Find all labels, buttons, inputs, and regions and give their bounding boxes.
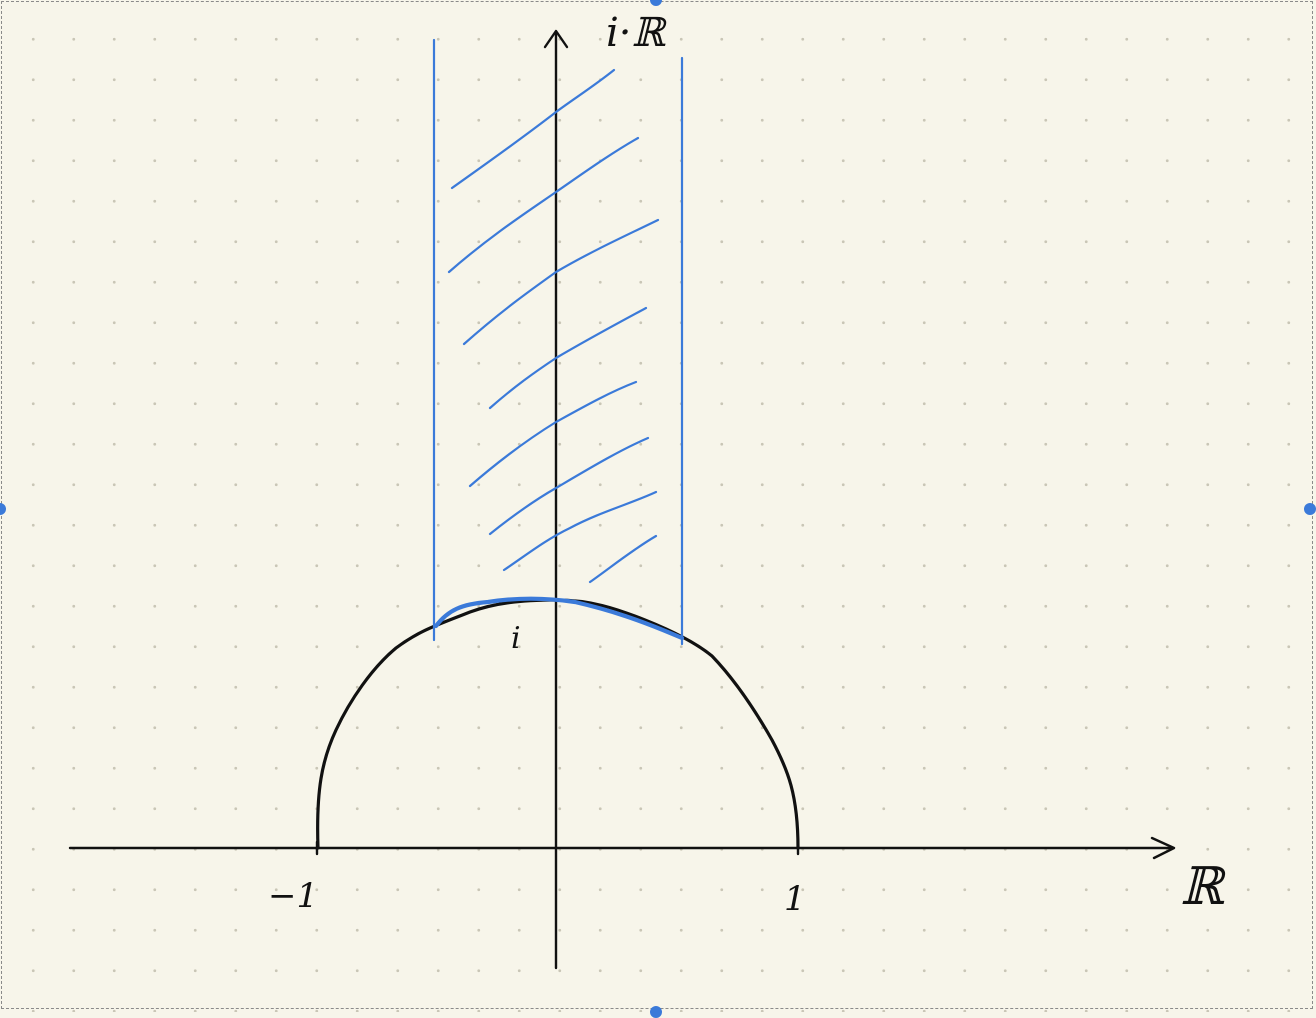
hatch-stroke (447, 136, 640, 274)
resize-handle-top[interactable] (650, 0, 662, 6)
imaginary-axis-label: i·ℝ (606, 10, 668, 56)
point-i-label: i (511, 621, 521, 656)
hatch-stroke (462, 218, 660, 346)
hatch-stroke (502, 490, 658, 572)
resize-handle-bottom[interactable] (650, 1006, 662, 1018)
tick-label-one: 1 (784, 879, 806, 919)
real-axis-label: ℝ (1180, 857, 1227, 917)
resize-handle-right[interactable] (1304, 503, 1316, 515)
imaginary-axis-arrowhead (543, 29, 569, 49)
hatch-stroke (488, 436, 650, 536)
hatch-stroke (488, 306, 648, 410)
hatch-stroke (588, 534, 658, 584)
hatch-stroke (468, 380, 638, 488)
strip-arc-boundary (433, 596, 685, 641)
resize-handle-left[interactable] (0, 503, 6, 515)
strip-hatching (447, 68, 660, 584)
unit-semicircle (316, 598, 800, 850)
hatch-stroke (450, 68, 616, 190)
tick-label-minus-one: −1 (268, 876, 318, 916)
real-axis-arrowhead (1150, 836, 1176, 860)
